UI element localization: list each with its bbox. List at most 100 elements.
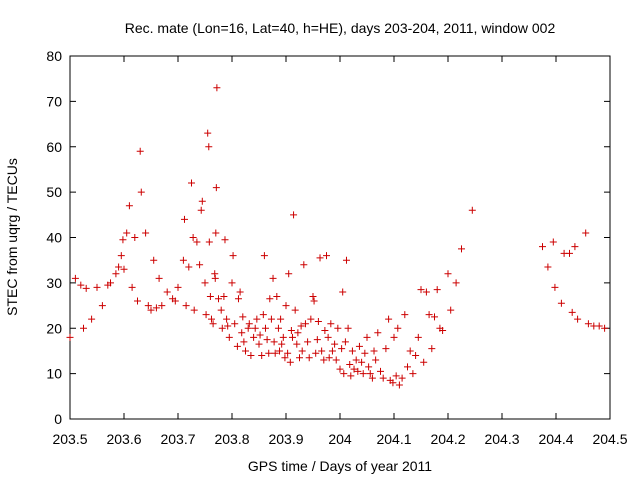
data-point-marker: [220, 292, 228, 300]
data-point-marker: [363, 333, 371, 341]
plot-frame: [69, 55, 611, 420]
data-point-marker: [158, 302, 166, 310]
data-point-marker: [88, 315, 96, 323]
data-point-marker: [309, 292, 317, 300]
data-point-marker: [236, 288, 244, 296]
data-point-marker: [218, 324, 226, 332]
data-point-marker: [428, 345, 436, 353]
y-tick-label: 40: [46, 230, 62, 246]
data-point-marker: [179, 256, 187, 264]
data-point-marker: [350, 365, 358, 373]
data-point-marker: [372, 356, 380, 364]
data-point-marker: [247, 351, 255, 359]
data-point-marker: [150, 256, 158, 264]
data-point-marker: [300, 261, 308, 269]
data-point-marker: [234, 295, 242, 303]
data-point-marker: [296, 354, 303, 362]
data-point-marker: [245, 320, 253, 328]
data-point-marker: [242, 347, 249, 355]
data-point-marker: [323, 252, 330, 260]
data-point-marker: [273, 292, 281, 300]
data-point-marker: [128, 283, 136, 291]
y-axis-label: STEC from uqrg / TECUs: [4, 158, 20, 316]
data-point-marker: [271, 349, 279, 357]
x-axis-label: GPS time / Days of year 2011: [248, 458, 432, 474]
data-point-marker: [217, 306, 225, 314]
data-point-marker: [404, 363, 411, 371]
data-point-marker: [202, 311, 210, 319]
data-point-marker: [338, 345, 346, 353]
data-point-marker: [409, 370, 417, 378]
data-point-marker: [163, 288, 171, 296]
data-point-marker: [286, 358, 294, 366]
data-point-marker: [197, 206, 205, 214]
data-point-marker: [544, 263, 552, 271]
data-point-marker: [452, 279, 460, 287]
data-point-marker: [134, 297, 141, 305]
data-point-marker: [228, 279, 236, 287]
data-point-marker: [281, 354, 289, 362]
data-point-marker: [171, 297, 179, 305]
y-tick-label: 70: [46, 93, 62, 109]
data-point-marker: [354, 367, 362, 375]
data-point-marker: [365, 363, 373, 371]
data-point-marker: [359, 370, 367, 378]
data-point-marker: [420, 358, 428, 366]
data-point-marker: [80, 324, 87, 332]
data-point-marker: [229, 252, 237, 260]
data-point-marker: [291, 306, 299, 314]
data-point-marker: [310, 297, 318, 305]
data-point-marker: [119, 236, 127, 244]
data-point-marker: [240, 338, 248, 346]
data-point-marker: [221, 236, 229, 244]
data-point-marker: [98, 302, 106, 310]
data-point-marker: [137, 188, 145, 196]
data-point-marker: [174, 283, 182, 291]
data-point-marker: [270, 338, 278, 346]
data-point-marker: [207, 315, 215, 323]
data-point-marker: [282, 302, 290, 310]
data-points: [66, 84, 609, 389]
data-point-marker: [284, 349, 292, 357]
data-point-marker: [368, 374, 376, 382]
data-point-marker: [568, 308, 576, 316]
data-point-marker: [238, 329, 246, 337]
data-point-marker: [339, 288, 347, 296]
data-point-marker: [276, 347, 284, 355]
data-point-marker: [260, 252, 268, 260]
data-point-marker: [352, 356, 360, 364]
data-point-marker: [395, 381, 403, 389]
data-point-marker: [431, 313, 438, 321]
data-point-marker: [595, 322, 603, 330]
x-tick-label: 203.7: [160, 431, 195, 447]
data-point-marker: [327, 320, 335, 328]
x-tick-label: 204.4: [538, 431, 573, 447]
data-point-marker: [115, 263, 123, 271]
data-point-marker: [144, 302, 152, 310]
data-point-marker: [304, 338, 312, 346]
data-point-marker: [287, 327, 295, 335]
data-point-marker: [136, 147, 144, 155]
data-point-marker: [379, 374, 387, 382]
data-point-marker: [131, 234, 139, 241]
data-point-marker: [294, 329, 302, 337]
data-point-marker: [321, 327, 329, 335]
data-point-marker: [224, 322, 232, 330]
data-point-marker: [557, 299, 565, 307]
data-point-marker: [204, 129, 212, 137]
data-point-marker: [601, 324, 609, 332]
data-point-marker: [259, 311, 267, 319]
data-point-marker: [250, 333, 258, 341]
data-point-marker: [71, 274, 79, 282]
data-point-marker: [182, 302, 190, 310]
data-point-marker: [213, 84, 221, 92]
data-point-marker: [123, 229, 131, 237]
data-point-marker: [215, 295, 222, 303]
data-point-marker: [261, 324, 269, 332]
data-point-marker: [398, 374, 406, 382]
data-point-marker: [325, 354, 333, 362]
data-point-marker: [401, 311, 409, 319]
data-point-marker: [425, 311, 433, 319]
data-point-marker: [433, 286, 441, 294]
data-point-marker: [582, 229, 590, 237]
